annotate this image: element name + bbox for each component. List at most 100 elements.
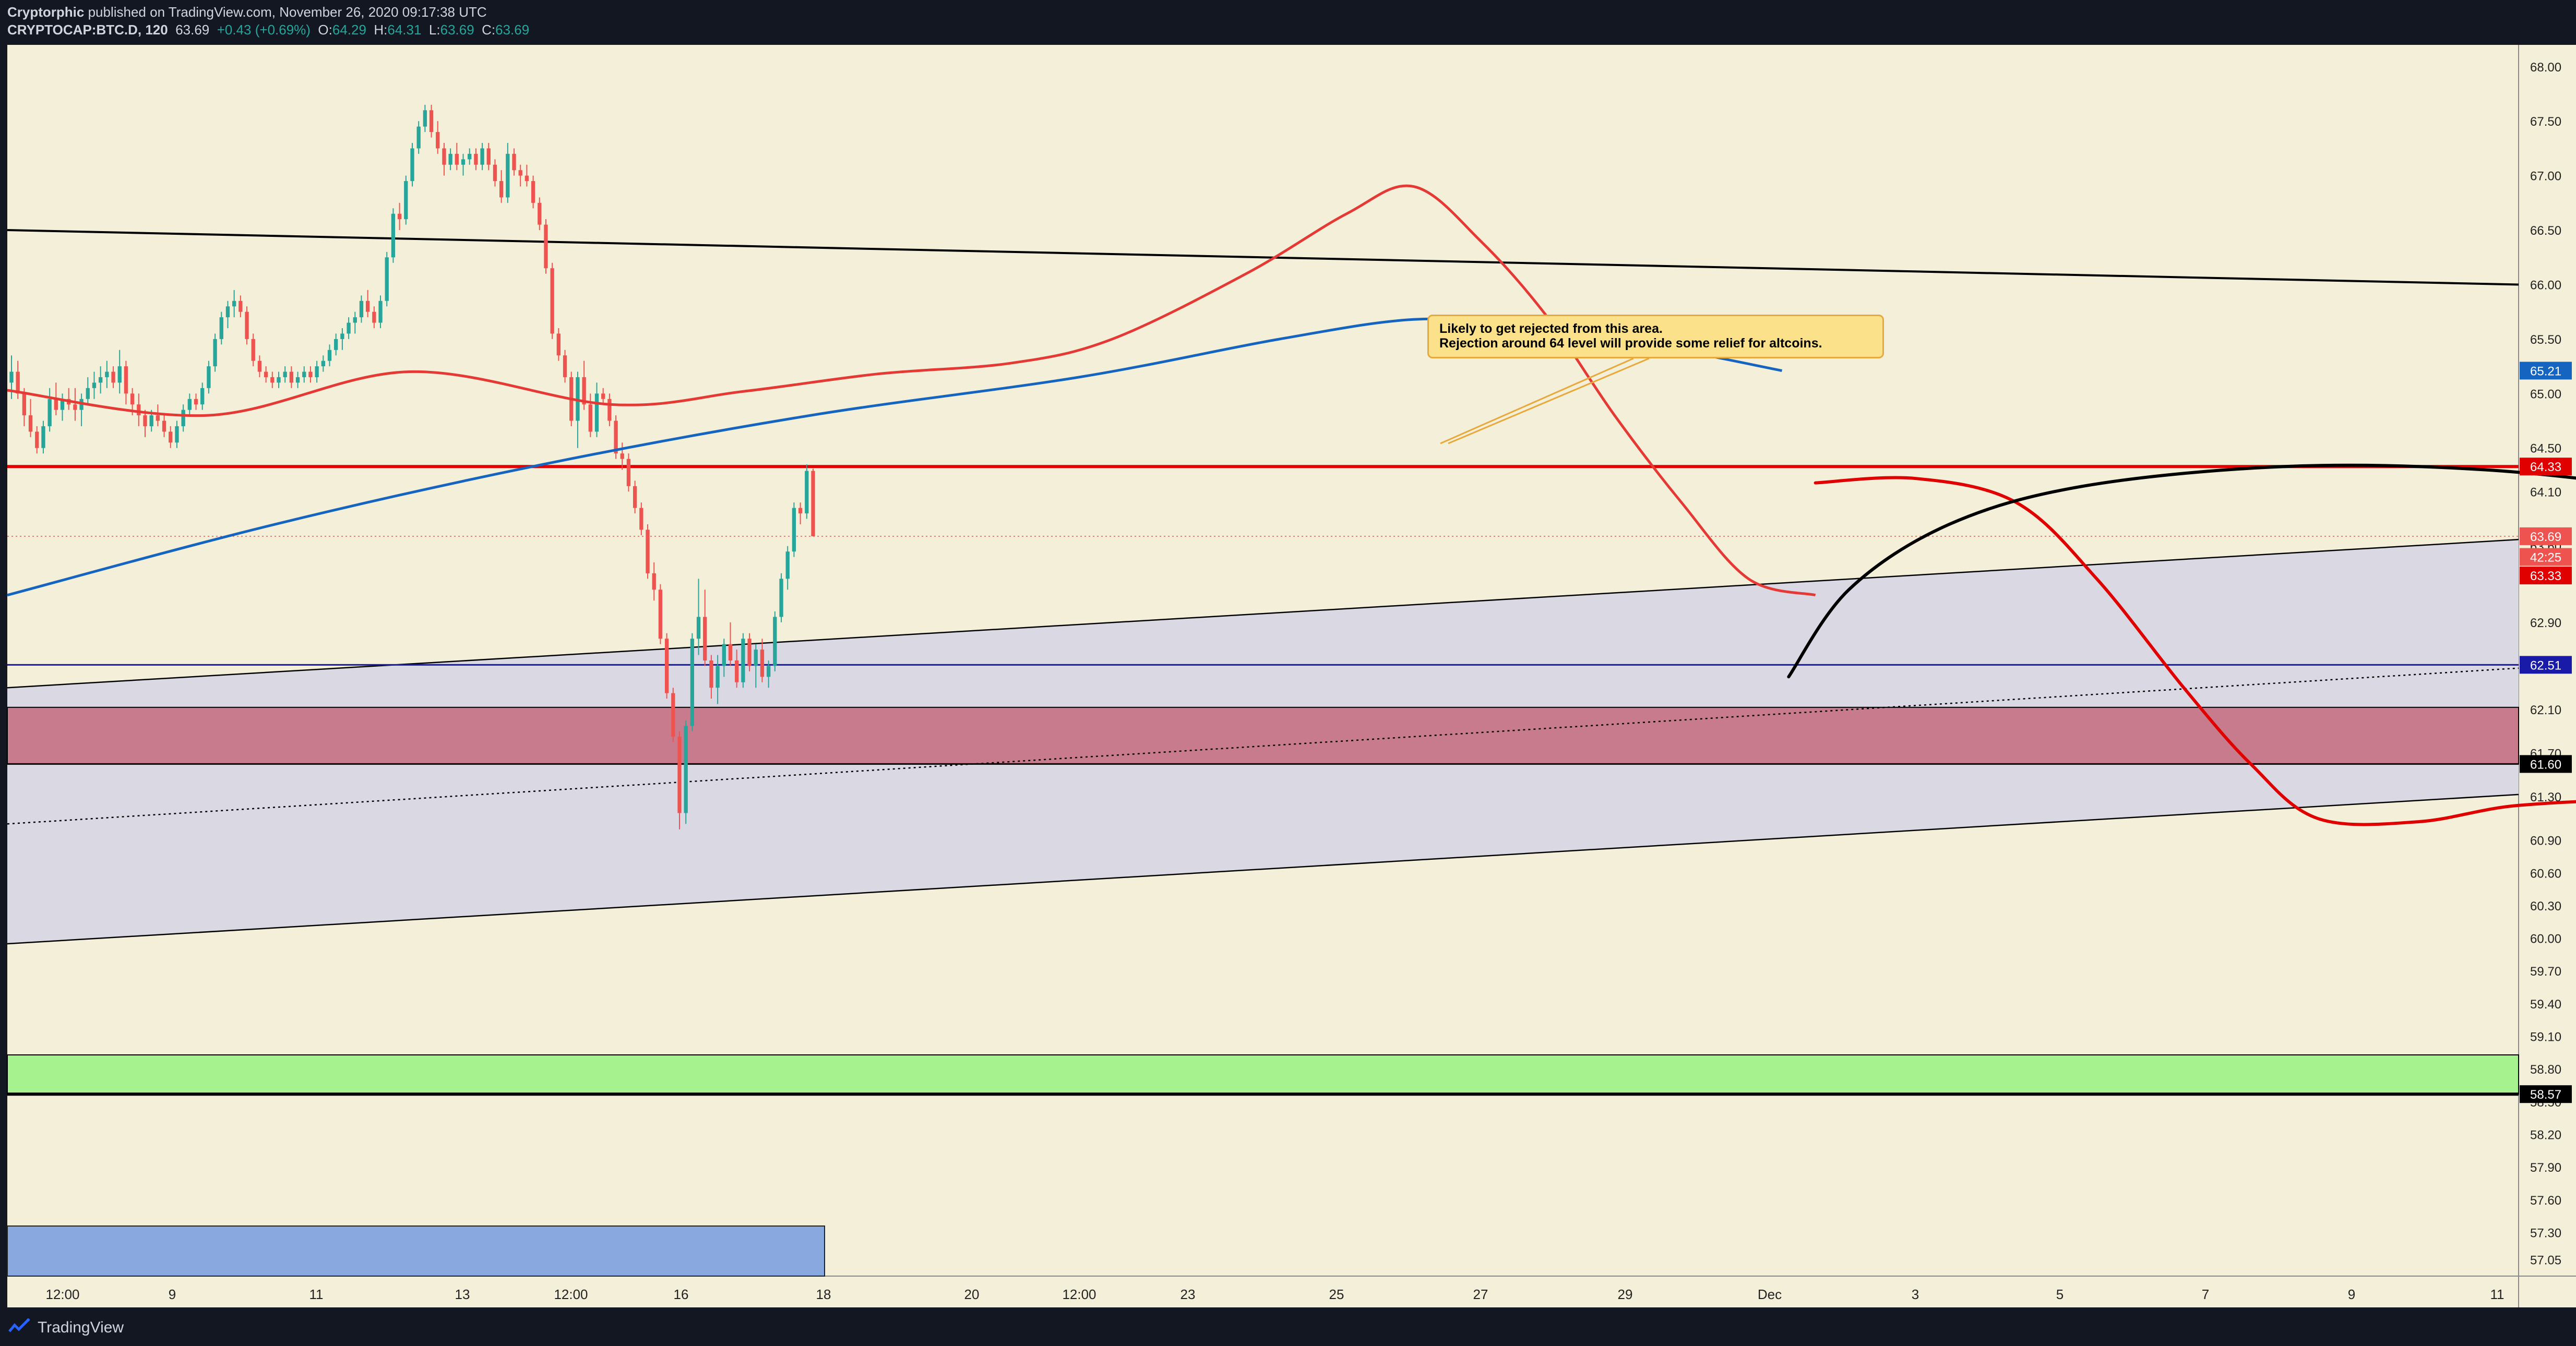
- x-tick-label: 18: [816, 1287, 831, 1302]
- candle-body: [493, 164, 497, 182]
- published-text: published on TradingView.com, November 2…: [88, 4, 487, 20]
- red-zone: [7, 706, 2519, 765]
- y-tick-label: 61.30: [2530, 790, 2561, 804]
- candle-body: [690, 639, 695, 726]
- candle-body: [264, 371, 268, 377]
- low-label: L:: [428, 22, 440, 38]
- candle-body: [538, 202, 542, 225]
- candle-body: [563, 355, 567, 377]
- y-tick-label: 64.50: [2530, 442, 2561, 456]
- y-tick-label: 57.05: [2530, 1254, 2561, 1268]
- candle-body: [455, 153, 459, 165]
- candle-body: [251, 339, 255, 361]
- channel-middle-line: [7, 667, 2519, 825]
- annotation-callout[interactable]: Likely to get rejected from this area. R…: [1427, 315, 1884, 358]
- x-tick-label: 12:00: [45, 1287, 79, 1302]
- y-tick-label: 65.00: [2530, 387, 2561, 401]
- shaded-areas: [7, 539, 2519, 1095]
- candle-body: [474, 153, 478, 165]
- candle-body: [614, 420, 618, 454]
- x-tick-label: Dec: [1758, 1287, 1782, 1302]
- candle-body: [149, 415, 153, 426]
- x-tick-label: 11: [2490, 1287, 2505, 1302]
- footer-brand[interactable]: TradingView: [38, 1319, 124, 1336]
- candle-body: [703, 617, 707, 660]
- candle-body: [512, 153, 516, 171]
- candle-body: [353, 317, 357, 323]
- price-change: +0.43 (+0.69%): [217, 22, 311, 38]
- candle-body: [175, 426, 179, 443]
- y-tick-label: 60.00: [2530, 932, 2561, 946]
- y-tick-label: 66.00: [2530, 278, 2561, 292]
- candle-body: [416, 126, 421, 149]
- channel-top-line: [7, 538, 2519, 689]
- candle-body: [550, 268, 554, 334]
- y-tick-label: 66.50: [2530, 224, 2561, 238]
- x-tick-label: 11: [309, 1287, 324, 1302]
- time-axis[interactable]: 12:00 9 11 13 12:00 16 18 20 12:00 23 25 27 29 Dec 3 5 7…: [45, 1287, 2504, 1302]
- candle-body: [207, 366, 211, 388]
- open-value: 64.29: [332, 22, 366, 38]
- y-tick-label: 59.40: [2530, 998, 2561, 1012]
- high-label: H:: [374, 22, 388, 38]
- price-axis[interactable]: 68.00 67.50 67.00 66.50 66.00 65.50 65.00 64.50…: [2520, 61, 2572, 1268]
- candle-body: [391, 213, 396, 258]
- candle-body: [397, 213, 402, 220]
- x-tick-label: 20: [964, 1287, 980, 1302]
- candle-body: [626, 459, 631, 486]
- candle-body: [404, 181, 408, 220]
- bottom-left-volume-box: [7, 1225, 825, 1277]
- candle-body: [308, 371, 313, 377]
- x-tick-label: 9: [2348, 1287, 2355, 1302]
- candle-body: [588, 404, 592, 432]
- candle-body: [295, 377, 300, 383]
- candle-body: [283, 371, 287, 377]
- candle-body: [73, 404, 77, 410]
- x-tick-label: 3: [1912, 1287, 1919, 1302]
- candle-body: [28, 415, 33, 432]
- open-label: O:: [318, 22, 332, 38]
- candle-body: [633, 486, 637, 508]
- close-value: 63.69: [495, 22, 530, 38]
- red-MA-line: [7, 184, 1816, 597]
- annotation-line-2: Rejection around 64 level will provide s…: [1439, 336, 1822, 351]
- green-zone: [7, 1054, 2519, 1095]
- candle-body: [41, 426, 45, 448]
- candle-body: [747, 639, 752, 666]
- y-tick-label: 65.50: [2530, 333, 2561, 347]
- candle-body: [130, 393, 135, 405]
- candle-body: [448, 153, 452, 165]
- candle-body: [194, 399, 198, 405]
- candle-body: [754, 650, 758, 666]
- low-value: 63.69: [440, 22, 474, 38]
- channel-bottom-line: [7, 794, 2519, 945]
- candle-body: [181, 410, 185, 426]
- candle-body: [436, 132, 440, 149]
- price-tag-box: [2520, 458, 2572, 476]
- tradingview-logo-icon[interactable]: [7, 1318, 30, 1338]
- x-tick-label: 27: [1473, 1287, 1488, 1302]
- price-tag-box: [2520, 755, 2572, 773]
- candle-body: [486, 148, 491, 165]
- candle-body: [798, 508, 803, 514]
- candle-body: [767, 666, 771, 677]
- candle-body: [315, 366, 319, 377]
- candle-body: [741, 639, 745, 682]
- candle-body: [347, 322, 351, 334]
- candle-body: [792, 508, 796, 552]
- annotation-pointer: [1448, 357, 1650, 444]
- y-tick-label: 60.90: [2530, 834, 2561, 848]
- candle-body: [99, 377, 103, 383]
- price-tag-box: [2520, 567, 2572, 585]
- candle-body: [225, 306, 230, 318]
- candle-body: [531, 181, 535, 203]
- candle-body: [60, 399, 65, 410]
- price-tag-label: 63.69: [2530, 530, 2561, 544]
- author-name[interactable]: Cryptorphic: [7, 4, 85, 20]
- candle-body: [607, 399, 612, 421]
- candle-body: [257, 360, 262, 372]
- red-projection-path: [1814, 476, 2576, 826]
- symbol-label[interactable]: CRYPTOCAP:BTC.D, 120: [7, 22, 168, 38]
